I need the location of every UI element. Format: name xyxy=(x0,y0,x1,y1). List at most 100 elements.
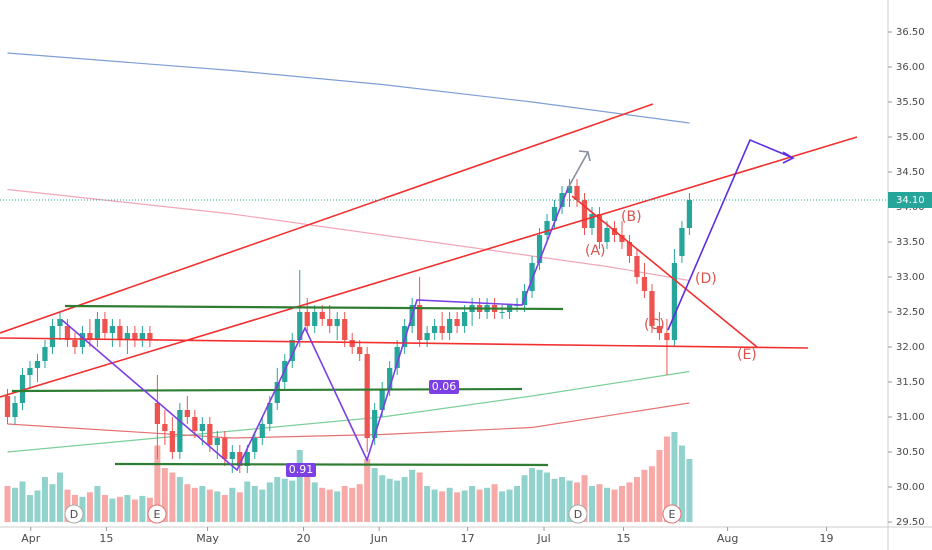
candle-body xyxy=(664,333,670,340)
trendline xyxy=(0,136,858,398)
volume-bar xyxy=(139,495,146,522)
candle-body xyxy=(319,312,325,319)
candle-body xyxy=(304,312,310,326)
candle-body xyxy=(79,333,86,347)
last-price-label: 34.10 xyxy=(896,195,925,206)
volume-bar xyxy=(529,468,536,522)
candle-body xyxy=(94,319,101,340)
y-tick-label: 31.00 xyxy=(896,412,925,423)
y-tick-label: 32.00 xyxy=(896,342,925,353)
y-tick-label: 30.00 xyxy=(896,482,925,493)
volume-bar xyxy=(416,472,423,522)
badge-label: 0.91 xyxy=(289,463,314,476)
x-tick-label: 20 xyxy=(296,532,310,545)
volume-bar xyxy=(641,469,648,522)
volume-bar xyxy=(514,486,521,522)
candle-body xyxy=(214,438,220,445)
candle-body xyxy=(529,263,535,291)
candle-body xyxy=(417,305,423,340)
candle-body xyxy=(439,326,445,333)
volume-bar xyxy=(356,484,363,522)
volume-bar xyxy=(161,468,168,522)
y-tick-label: 36.50 xyxy=(896,27,925,38)
wave-path xyxy=(61,187,569,472)
y-tick-label: 33.00 xyxy=(896,272,925,283)
volume-bar xyxy=(596,484,603,522)
arrow xyxy=(567,151,589,189)
volume-bar xyxy=(671,432,678,522)
y-tick-label: 31.50 xyxy=(896,377,925,388)
candle-body xyxy=(686,200,693,228)
volume-bar xyxy=(476,489,483,522)
volume-bar xyxy=(536,469,543,522)
volume-bar xyxy=(86,492,93,522)
volume-bar xyxy=(364,459,371,522)
candle-body xyxy=(596,214,603,242)
volume-bar xyxy=(169,472,176,522)
event-marker[interactable] xyxy=(568,504,588,524)
candle-body xyxy=(446,319,453,333)
volume-bar xyxy=(11,487,18,522)
volume-bar xyxy=(109,498,116,522)
candle-body xyxy=(267,403,273,424)
volume-bar xyxy=(206,489,213,522)
candle-body xyxy=(634,256,640,277)
candle-body xyxy=(169,431,175,452)
volume-bar xyxy=(349,487,356,522)
volume-bar xyxy=(559,477,566,522)
event-marker[interactable] xyxy=(147,504,167,524)
candle-body xyxy=(184,410,190,417)
y-tick-label: 29.50 xyxy=(896,517,925,528)
candle-body xyxy=(604,228,610,242)
volume-bar xyxy=(469,486,476,522)
volume-bar xyxy=(551,478,558,522)
candle-body xyxy=(147,333,153,340)
x-tick-label: 17 xyxy=(461,532,475,545)
volume-bar xyxy=(611,489,618,522)
event-marker[interactable] xyxy=(64,504,84,524)
candle-body xyxy=(357,347,363,354)
y-tick-label: 34.50 xyxy=(896,167,925,178)
volume-bar xyxy=(131,499,138,522)
wave-label: (C) xyxy=(644,317,665,333)
candle-body xyxy=(364,354,370,438)
candle-body xyxy=(192,417,198,431)
volume-bar xyxy=(401,477,408,522)
candle-body xyxy=(641,277,648,291)
candle-body xyxy=(27,368,33,375)
candle-body xyxy=(57,319,63,326)
candle-body xyxy=(394,347,400,368)
trendline xyxy=(0,103,654,334)
drawings xyxy=(0,103,858,472)
y-tick-label: 33.50 xyxy=(896,237,925,248)
volume-bar xyxy=(19,481,26,522)
candle-body xyxy=(372,410,378,438)
annotations: (A) (B) (C) (D) (E) 0.91 0.06 D E D E xyxy=(64,209,757,524)
candle-body xyxy=(574,186,580,200)
event-label: E xyxy=(154,508,161,521)
volume-bar xyxy=(574,482,581,522)
volume-bar xyxy=(499,491,506,522)
candle-body xyxy=(679,228,685,256)
volume-bar xyxy=(386,478,393,522)
event-marker[interactable] xyxy=(662,504,682,524)
candle-body xyxy=(64,326,71,340)
candle-body xyxy=(649,291,655,326)
volume-bar xyxy=(296,450,303,522)
candle-body xyxy=(207,424,213,445)
candle-body xyxy=(109,326,116,333)
volume-bar xyxy=(274,477,281,522)
y-tick-label: 36.00 xyxy=(896,62,925,73)
volume-bar xyxy=(311,482,318,522)
volume-bar xyxy=(101,495,108,522)
level-line xyxy=(114,462,549,467)
x-tick-label: Jun xyxy=(370,532,388,545)
candle-body xyxy=(177,410,183,452)
candle-body xyxy=(499,312,505,313)
candle-body xyxy=(259,424,265,438)
volume-bar xyxy=(259,489,266,522)
candle-body xyxy=(387,368,393,389)
x-tick-label: Jul xyxy=(536,532,550,545)
volume-bar xyxy=(394,480,401,522)
